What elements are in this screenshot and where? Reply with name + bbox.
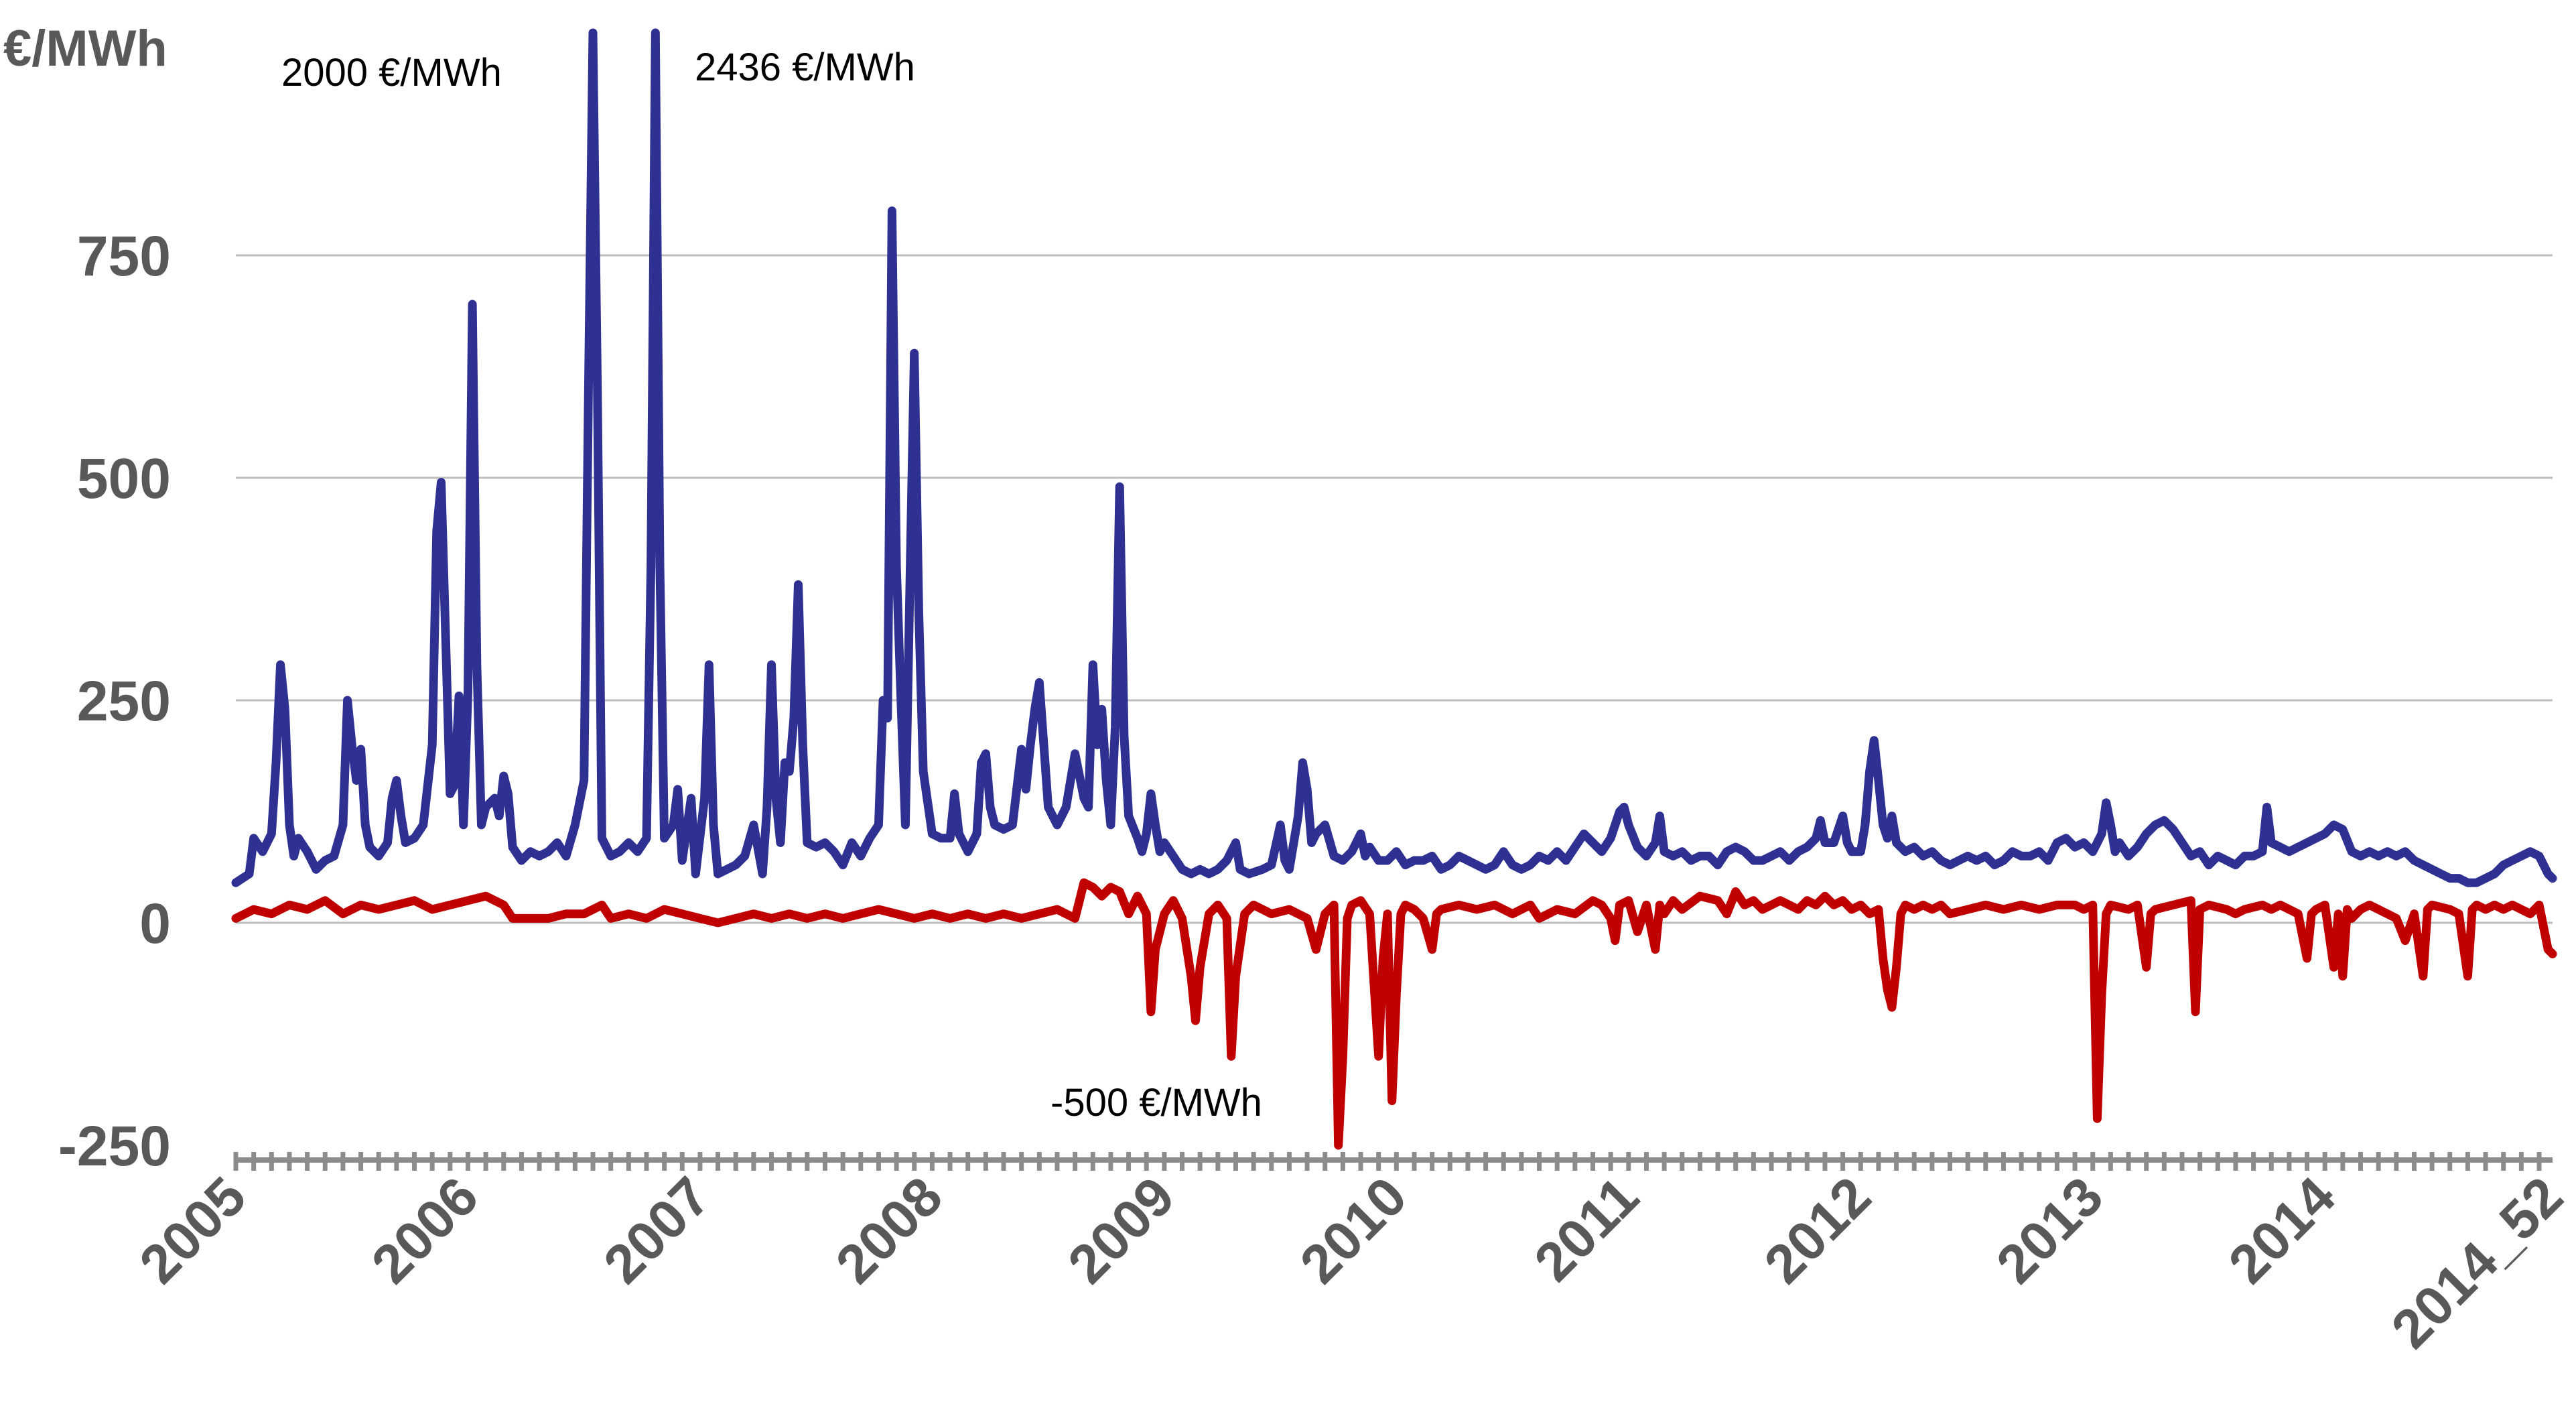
- x-tick-label: 2013: [1985, 1165, 2114, 1295]
- x-tick-label: 2014: [2218, 1165, 2348, 1295]
- y-tick-label: 500: [77, 447, 171, 510]
- series-line-min-price: [231, 878, 2557, 1150]
- x-tick-label: 2012: [1753, 1165, 1883, 1295]
- gridlines: [236, 254, 2553, 924]
- x-tick-label: 2014_52: [2380, 1165, 2575, 1360]
- x-tick-label: 2009: [1057, 1165, 1186, 1295]
- annotation-label: -500 €/MWh: [1050, 1081, 1262, 1125]
- y-axis-unit-label: €/MWh: [3, 20, 167, 77]
- y-tick-label: -250: [58, 1114, 171, 1177]
- x-axis: [233, 1152, 2553, 1171]
- y-tick-label: 250: [77, 669, 171, 732]
- y-tick-label: 0: [139, 892, 171, 955]
- x-tick-label: 2005: [128, 1165, 257, 1295]
- x-tick-label: 2011: [1523, 1165, 1650, 1293]
- annotations: 2000 €/MWh 2436 €/MWh -500 €/MWh: [281, 46, 1262, 1125]
- series-lines: [231, 28, 2557, 1150]
- x-tick-label: 2006: [360, 1165, 490, 1295]
- x-tick-labels: 2005 2006 2007 2008 2009 2010 2011 2012 2013 2014…: [128, 1165, 2574, 1360]
- annotation-label: 2000 €/MWh: [281, 51, 502, 94]
- annotation-label: 2436 €/MWh: [695, 46, 915, 89]
- series-line-max-price: [231, 28, 2557, 887]
- y-tick-labels: -250 0 250 500 750: [58, 224, 171, 1177]
- x-tick-label: 2007: [592, 1165, 722, 1295]
- y-tick-label: 750: [77, 224, 171, 287]
- x-tick-label: 2010: [1289, 1165, 1418, 1295]
- x-tick-label: 2008: [825, 1165, 954, 1295]
